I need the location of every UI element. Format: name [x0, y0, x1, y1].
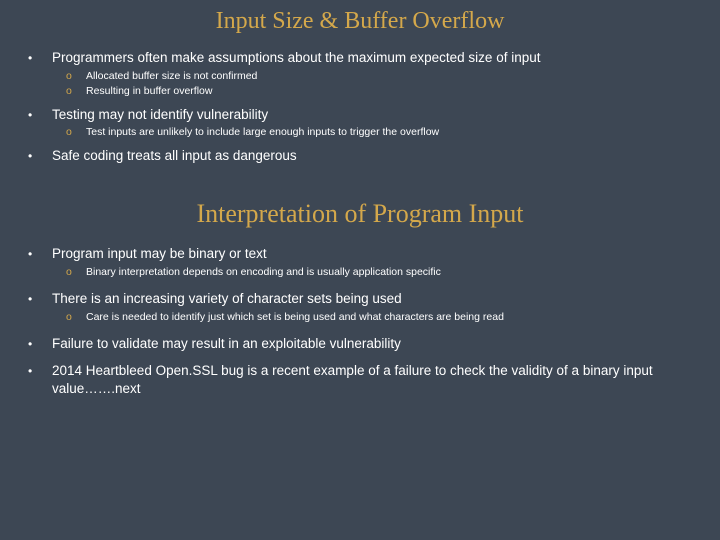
section2-list: • Program input may be binary or text o …: [20, 245, 700, 398]
bullet-icon: •: [28, 147, 52, 165]
title-1: Input Size & Buffer Overflow: [20, 8, 700, 35]
main-item: • There is an increasing variety of char…: [28, 290, 700, 308]
circle-icon: o: [66, 85, 86, 99]
main-item: • Failure to validate may result in an e…: [28, 335, 700, 353]
sub-item: o Test inputs are unlikely to include la…: [66, 126, 700, 140]
bullet-icon: •: [28, 106, 52, 124]
bullet-icon: •: [28, 245, 52, 263]
sub-list: o Allocated buffer size is not confirmed…: [28, 70, 700, 99]
bullet-icon: •: [28, 362, 52, 397]
main-item: • Programmers often make assumptions abo…: [28, 49, 700, 67]
main-item: • Program input may be binary or text: [28, 245, 700, 263]
main-text: Safe coding treats all input as dangerou…: [52, 147, 700, 165]
section1-list: • Programmers often make assumptions abo…: [20, 49, 700, 165]
circle-icon: o: [66, 311, 86, 325]
sub-text: Resulting in buffer overflow: [86, 85, 700, 99]
main-text: Programmers often make assumptions about…: [52, 49, 700, 67]
main-text: There is an increasing variety of charac…: [52, 290, 700, 308]
main-item: • Testing may not identify vulnerability: [28, 106, 700, 124]
sub-text: Binary interpretation depends on encodin…: [86, 266, 700, 280]
bullet-icon: •: [28, 290, 52, 308]
main-item: • Safe coding treats all input as danger…: [28, 147, 700, 165]
sub-list: o Binary interpretation depends on encod…: [28, 266, 700, 280]
sub-text: Allocated buffer size is not confirmed: [86, 70, 700, 84]
sub-list: o Test inputs are unlikely to include la…: [28, 126, 700, 140]
main-text: Program input may be binary or text: [52, 245, 700, 263]
circle-icon: o: [66, 70, 86, 84]
sub-text: Test inputs are unlikely to include larg…: [86, 126, 700, 140]
sub-list: o Care is needed to identify just which …: [28, 311, 700, 325]
sub-item: o Allocated buffer size is not confirmed: [66, 70, 700, 84]
bullet-icon: •: [28, 49, 52, 67]
sub-item: o Binary interpretation depends on encod…: [66, 266, 700, 280]
bullet-icon: •: [28, 335, 52, 353]
title-2: Interpretation of Program Input: [20, 199, 700, 229]
circle-icon: o: [66, 266, 86, 280]
main-text: 2014 Heartbleed Open.SSL bug is a recent…: [52, 362, 700, 397]
slide: Input Size & Buffer Overflow • Programme…: [0, 0, 720, 540]
sub-text: Care is needed to identify just which se…: [86, 311, 700, 325]
sub-item: o Resulting in buffer overflow: [66, 85, 700, 99]
main-item: • 2014 Heartbleed Open.SSL bug is a rece…: [28, 362, 700, 397]
main-text: Failure to validate may result in an exp…: [52, 335, 700, 353]
circle-icon: o: [66, 126, 86, 140]
main-text: Testing may not identify vulnerability: [52, 106, 700, 124]
sub-item: o Care is needed to identify just which …: [66, 311, 700, 325]
